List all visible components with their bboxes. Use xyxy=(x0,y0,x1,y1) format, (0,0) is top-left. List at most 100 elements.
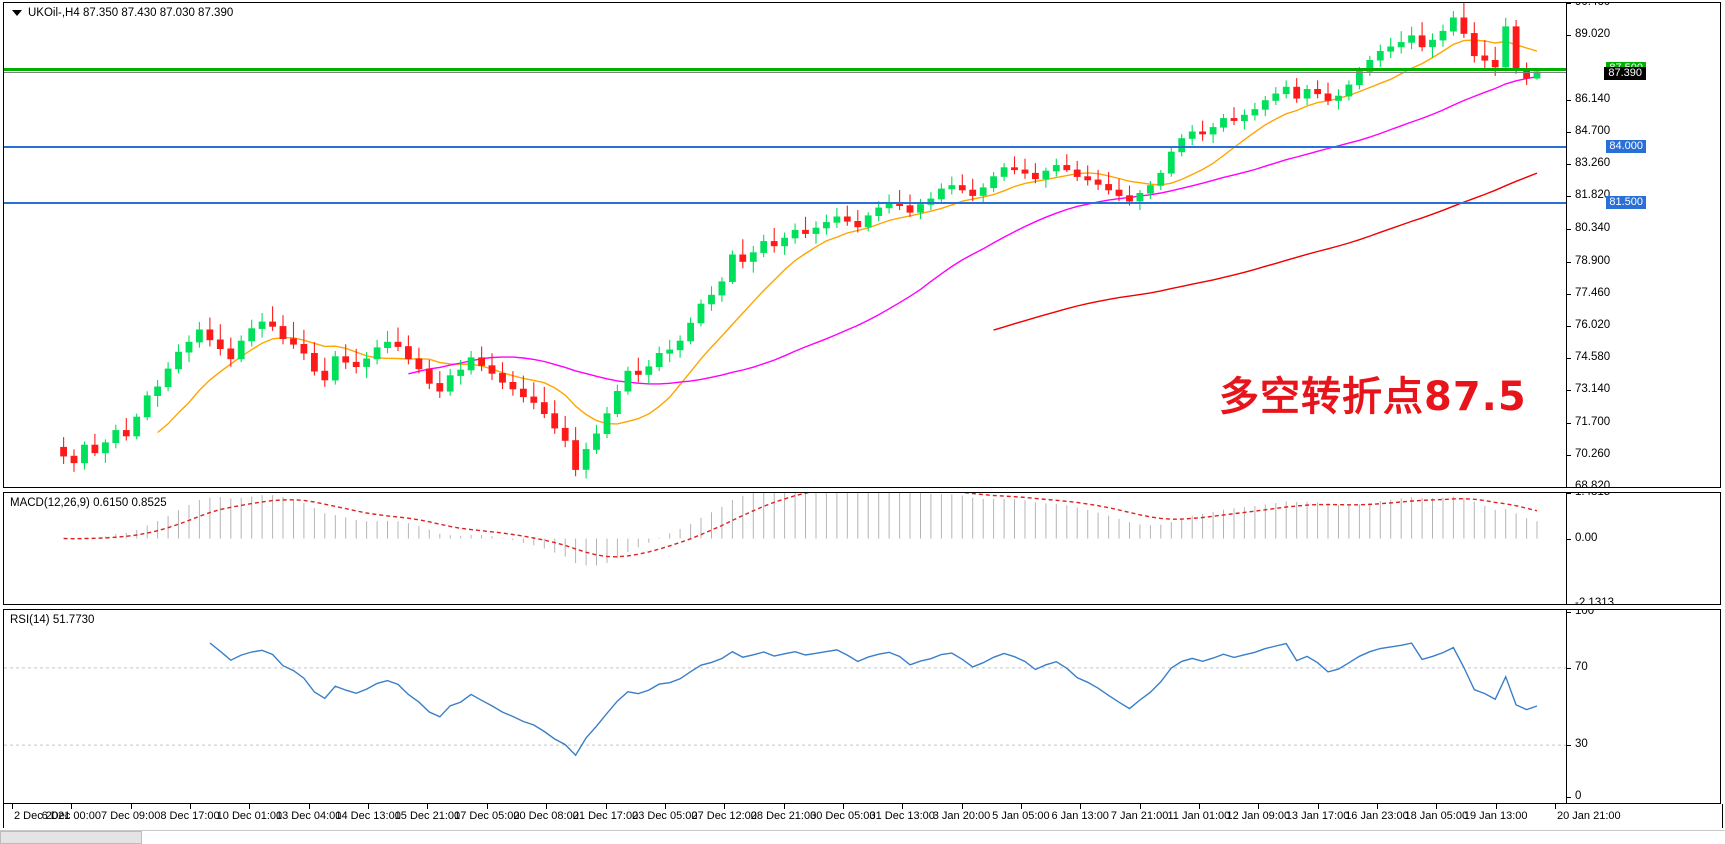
price-axis-label: 90.460 xyxy=(1575,3,1610,9)
taskbar-item[interactable] xyxy=(0,831,142,844)
price-axis-tick xyxy=(1567,422,1571,424)
macd-axis-label: 0.00 xyxy=(1575,531,1598,544)
time-axis-tick xyxy=(1258,804,1260,809)
price-candlestick-svg xyxy=(60,3,1541,479)
time-axis-tick xyxy=(546,804,548,809)
time-axis-label: 15 Dec 21:00 xyxy=(394,810,461,822)
time-axis-tick xyxy=(783,804,785,809)
current-price-line xyxy=(4,71,1567,73)
price-axis-tick xyxy=(1567,35,1571,37)
time-axis-label: 8 Dec 17:00 xyxy=(160,810,220,822)
price-plot-area[interactable]: 多空转折点87.5 xyxy=(4,3,1567,487)
time-axis-tick xyxy=(1495,804,1497,809)
time-axis-label: 6 Jan 13:00 xyxy=(1051,810,1109,822)
time-axis-label: 13 Dec 04:00 xyxy=(275,810,342,822)
time-axis-label: 20 Dec 08:00 xyxy=(513,810,579,822)
macd-indicator-panel[interactable]: MACD(12,26,9) 0.6150 0.8525 1.4815 0.00 -2… xyxy=(3,492,1721,605)
price-chart-panel[interactable]: UKOil-,H4 87.350 87.430 87.030 87.390 多空… xyxy=(3,2,1721,488)
time-axis-label: 16 Jan 23:00 xyxy=(1345,810,1409,822)
price-axis-label: 76.020 xyxy=(1575,318,1611,331)
time-axis-label: 28 Dec 21:00 xyxy=(750,810,817,822)
window-taskbar-strip xyxy=(0,830,1725,844)
time-axis-tick xyxy=(605,804,607,809)
time-axis-tick xyxy=(368,804,370,809)
time-axis-label: 23 Dec 05:00 xyxy=(632,810,698,822)
time-axis-label: 12 Jan 09:00 xyxy=(1226,810,1291,822)
time-axis-label: 10 Dec 01:00 xyxy=(216,810,283,822)
rsi-axis[interactable]: 100 70 30 0 xyxy=(1566,610,1720,803)
price-axis-tick xyxy=(1567,261,1571,263)
level-line-84000[interactable] xyxy=(4,146,1567,149)
rsi-axis-tick xyxy=(1567,612,1571,613)
time-axis[interactable]: 2 Dec 2021 6 Dec 00:00 7 Dec 09:00 8 Dec 17… xyxy=(3,804,1723,828)
time-axis-tick xyxy=(1020,804,1022,809)
macd-plot-area[interactable] xyxy=(4,493,1567,604)
price-axis-label: 84.700 xyxy=(1575,124,1611,137)
time-axis-tick xyxy=(1436,804,1438,809)
time-axis-tick xyxy=(1555,804,1556,809)
time-axis-label: 7 Jan 21:00 xyxy=(1110,810,1169,822)
price-axis[interactable]: 90.46089.02087.50086.14084.70084.00083.2… xyxy=(1566,3,1720,487)
time-axis-tick xyxy=(961,804,963,809)
price-axis-tick xyxy=(1567,358,1571,360)
macd-axis[interactable]: 1.4815 0.00 -2.1313 xyxy=(1566,493,1720,604)
level-tag-81500[interactable]: 81.500 xyxy=(1606,196,1646,210)
chart-annotation-text: 多空转折点87.5 xyxy=(1219,374,1527,421)
time-axis-label: 7 Dec 09:00 xyxy=(101,810,161,822)
price-axis-tick xyxy=(1567,454,1571,456)
time-axis-label: 31 Dec 13:00 xyxy=(869,810,935,822)
level-line-87500[interactable] xyxy=(4,67,1567,71)
level-line-81500[interactable] xyxy=(4,202,1567,205)
time-axis-label: 14 Dec 13:00 xyxy=(335,810,401,822)
time-axis-tick xyxy=(1080,804,1082,809)
symbol-readout[interactable]: UKOil-,H4 87.350 87.430 87.030 87.390 xyxy=(12,7,233,19)
level-tag-84000[interactable]: 84.000 xyxy=(1606,140,1646,154)
time-axis-tick xyxy=(724,804,726,809)
time-axis-label: 11 Jan 01:00 xyxy=(1167,810,1231,822)
time-axis-tick xyxy=(71,804,73,809)
time-axis-tick xyxy=(664,804,666,809)
time-axis-label: 2 Dec 2021 xyxy=(14,810,71,822)
price-axis-tick xyxy=(1567,99,1571,101)
price-axis-tick xyxy=(1567,196,1571,198)
price-axis-label: 73.140 xyxy=(1575,383,1611,396)
rsi-indicator-panel[interactable]: RSI(14) 51.7730 100 70 30 0 xyxy=(3,609,1721,804)
rsi-axis-label: 100 xyxy=(1575,610,1595,617)
time-axis-label: 21 Dec 17:00 xyxy=(572,810,639,822)
price-axis-label: 81.820 xyxy=(1575,189,1611,202)
time-axis-tick xyxy=(249,804,251,809)
rsi-axis-label: 30 xyxy=(1575,738,1588,751)
price-axis-label: 70.260 xyxy=(1575,447,1611,460)
time-axis-label: 18 Jan 05:00 xyxy=(1404,810,1469,822)
price-axis-label: 83.260 xyxy=(1575,157,1611,170)
time-axis-label: 3 Jan 20:00 xyxy=(932,810,991,822)
time-axis-label: 20 Jan 21:00 xyxy=(1557,810,1621,822)
time-axis-label: 27 Dec 12:00 xyxy=(691,810,757,822)
time-axis-tick xyxy=(1317,804,1319,809)
time-axis-tick xyxy=(842,804,844,809)
macd-axis-tick xyxy=(1567,493,1571,494)
rsi-axis-label: 70 xyxy=(1575,660,1588,673)
symbol-ohlc-text: UKOil-,H4 87.350 87.430 87.030 87.390 xyxy=(28,7,234,19)
rsi-plot-area[interactable] xyxy=(4,610,1567,803)
triangle-down-icon[interactable] xyxy=(12,10,22,16)
time-axis-label: 5 Jan 05:00 xyxy=(992,810,1050,822)
time-axis-tick xyxy=(12,804,13,809)
time-axis-tick xyxy=(1139,804,1141,809)
macd-axis-label: -2.1313 xyxy=(1575,597,1615,604)
time-axis-tick xyxy=(902,804,904,809)
time-axis-tick xyxy=(1377,804,1378,809)
time-axis-tick xyxy=(308,804,310,809)
time-axis-label: 30 Dec 05:00 xyxy=(810,810,876,822)
price-axis-tick xyxy=(1567,390,1571,392)
time-axis-label: 19 Jan 13:00 xyxy=(1463,810,1528,822)
time-axis-tick xyxy=(130,804,132,809)
rsi-svg xyxy=(4,642,1567,757)
rsi-title: RSI(14) 51.7730 xyxy=(10,614,95,626)
macd-axis-tick xyxy=(1567,538,1571,540)
rsi-axis-tick xyxy=(1567,745,1571,747)
time-axis-label: 17 Dec 05:00 xyxy=(454,810,520,822)
time-axis-tick xyxy=(486,804,488,809)
rsi-axis-tick xyxy=(1567,667,1571,669)
